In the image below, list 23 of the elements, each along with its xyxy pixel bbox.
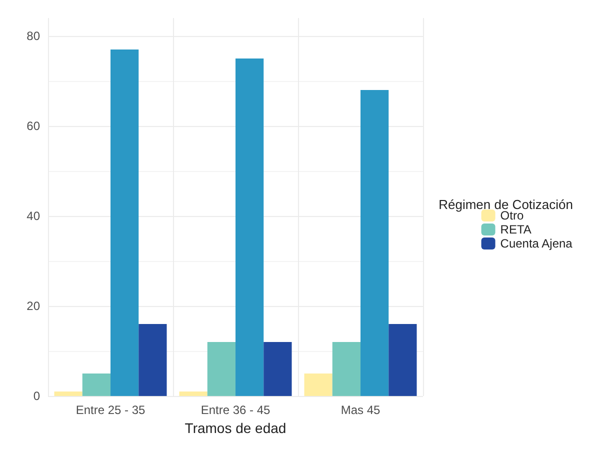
- bar: [138, 324, 167, 396]
- x-tick-label: Mas 45: [340, 403, 380, 417]
- bar: [207, 342, 236, 396]
- bar: [388, 324, 417, 396]
- legend-label: RETA: [500, 222, 532, 236]
- bar: [264, 342, 292, 396]
- bar: [332, 342, 360, 396]
- bar: [179, 392, 208, 396]
- x-tick-label: Entre 25 - 35: [76, 403, 146, 417]
- bar: [236, 58, 264, 396]
- bar: [304, 374, 332, 396]
- bar: [360, 90, 389, 396]
- y-tick-label: 80: [26, 29, 40, 43]
- legend-label: Cuenta Ajena: [500, 236, 573, 250]
- y-tick-label: 0: [33, 389, 40, 403]
- x-axis-title: Tramos de edad: [184, 420, 286, 436]
- y-tick-label: 40: [26, 209, 40, 223]
- bar: [110, 50, 139, 396]
- y-tick-label: 20: [26, 299, 40, 313]
- bar: [82, 374, 110, 396]
- y-tick-label: 60: [26, 119, 40, 133]
- bar: [54, 392, 82, 396]
- x-tick-label: Entre 36 - 45: [200, 403, 271, 417]
